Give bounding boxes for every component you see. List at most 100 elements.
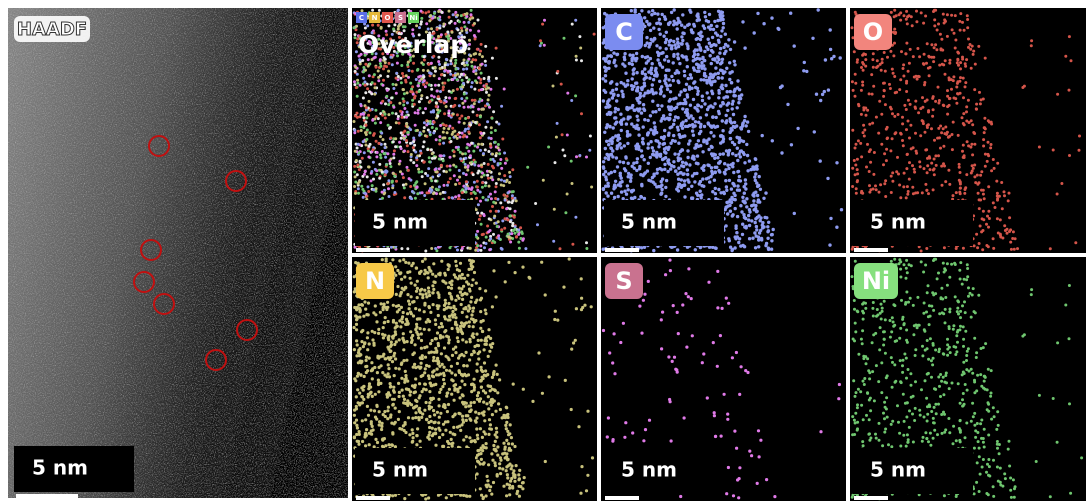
dot bbox=[468, 78, 471, 81]
dot bbox=[967, 38, 970, 41]
dot bbox=[386, 409, 389, 412]
dot bbox=[460, 97, 463, 100]
dot bbox=[695, 162, 698, 165]
dot bbox=[411, 70, 414, 73]
dot bbox=[367, 190, 370, 193]
dot bbox=[422, 145, 425, 148]
dot bbox=[491, 178, 494, 181]
dot bbox=[458, 169, 461, 172]
dot bbox=[451, 127, 454, 130]
dot bbox=[657, 21, 660, 24]
dot bbox=[500, 167, 503, 170]
dot bbox=[699, 38, 702, 41]
dot bbox=[940, 48, 943, 51]
dot bbox=[415, 443, 418, 446]
dot bbox=[499, 201, 502, 204]
dot bbox=[665, 84, 668, 87]
dot bbox=[680, 54, 683, 57]
dot bbox=[458, 176, 461, 179]
dot bbox=[640, 9, 643, 12]
dot bbox=[642, 142, 645, 145]
dot bbox=[387, 70, 390, 73]
dot bbox=[934, 154, 937, 157]
dot bbox=[708, 180, 711, 183]
dot bbox=[522, 481, 525, 484]
dot bbox=[418, 107, 421, 110]
dot bbox=[959, 67, 962, 70]
dot bbox=[972, 167, 975, 170]
dot bbox=[435, 101, 438, 104]
dot bbox=[625, 122, 628, 125]
dot bbox=[982, 98, 985, 101]
dot bbox=[402, 176, 405, 179]
dot bbox=[658, 80, 661, 83]
dot bbox=[902, 75, 905, 78]
dot bbox=[505, 494, 508, 497]
dot bbox=[488, 248, 491, 251]
dot bbox=[539, 44, 542, 47]
dot bbox=[981, 248, 984, 251]
dot bbox=[372, 134, 375, 137]
dot bbox=[505, 207, 508, 210]
dot bbox=[954, 39, 957, 42]
dot bbox=[460, 423, 463, 426]
dot bbox=[372, 148, 375, 151]
dot bbox=[692, 81, 695, 84]
dot bbox=[692, 98, 695, 101]
dot bbox=[602, 173, 605, 176]
dot bbox=[696, 37, 699, 40]
dot bbox=[717, 188, 720, 191]
dot bbox=[484, 289, 487, 292]
scale-bar bbox=[356, 248, 390, 252]
dot bbox=[411, 190, 414, 193]
dot bbox=[466, 364, 469, 367]
dot bbox=[707, 122, 710, 125]
dot bbox=[899, 196, 902, 199]
dot bbox=[739, 204, 742, 207]
dot bbox=[670, 75, 673, 78]
dot bbox=[921, 191, 924, 194]
dot bbox=[747, 214, 750, 217]
dot bbox=[481, 55, 484, 58]
dot bbox=[364, 81, 367, 84]
dot bbox=[865, 166, 868, 169]
dot bbox=[420, 347, 423, 350]
dot bbox=[607, 154, 610, 157]
dot bbox=[412, 161, 415, 164]
dot bbox=[475, 208, 478, 211]
dot bbox=[634, 10, 637, 13]
dot bbox=[655, 131, 658, 134]
dot bbox=[975, 107, 978, 110]
dot bbox=[447, 302, 450, 305]
dot bbox=[767, 229, 770, 232]
dot bbox=[476, 244, 479, 247]
dot bbox=[906, 153, 909, 156]
dot bbox=[676, 248, 679, 251]
dot bbox=[438, 158, 441, 161]
dot bbox=[855, 192, 858, 195]
dot bbox=[403, 186, 406, 189]
dot bbox=[771, 233, 774, 236]
dot bbox=[684, 119, 687, 122]
dot bbox=[474, 38, 477, 41]
dot bbox=[924, 15, 927, 18]
dot bbox=[369, 143, 372, 146]
dot bbox=[507, 218, 510, 221]
dot bbox=[409, 90, 412, 93]
dot bbox=[355, 339, 358, 342]
dot bbox=[614, 180, 617, 183]
dot bbox=[504, 217, 507, 220]
dot bbox=[552, 240, 555, 243]
dot bbox=[854, 73, 857, 76]
dot bbox=[493, 160, 496, 163]
dot bbox=[438, 185, 441, 188]
dot bbox=[354, 33, 357, 36]
dot bbox=[394, 137, 397, 140]
dot bbox=[384, 173, 387, 176]
dot bbox=[826, 177, 829, 180]
dot bbox=[382, 84, 385, 87]
dot bbox=[455, 68, 458, 71]
dot bbox=[862, 106, 865, 109]
dot bbox=[427, 167, 430, 170]
dot bbox=[472, 110, 475, 113]
